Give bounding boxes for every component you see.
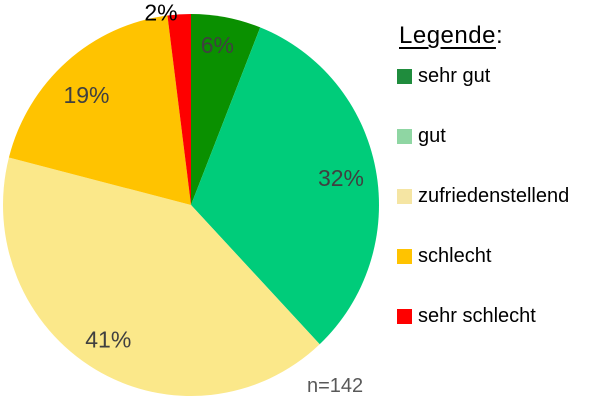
pie-slice-sehr-gut [191,14,261,205]
pie-slice-zufriedenstellend [3,157,320,396]
pie-label-zufriedenstellend: 41% [85,326,131,352]
sample-size-note: n=142 [307,375,364,397]
pie-label-schlecht: 19% [63,82,109,108]
pie-slice-gut [191,27,379,345]
pie-label-sehr-schlecht: 2% [144,0,177,26]
pie-slice-schlecht [8,15,191,206]
pie-label-gut: 32% [318,165,364,191]
pie-slice-sehr-schlecht [167,14,191,205]
pie-label-sehr-gut: 6% [201,32,234,58]
